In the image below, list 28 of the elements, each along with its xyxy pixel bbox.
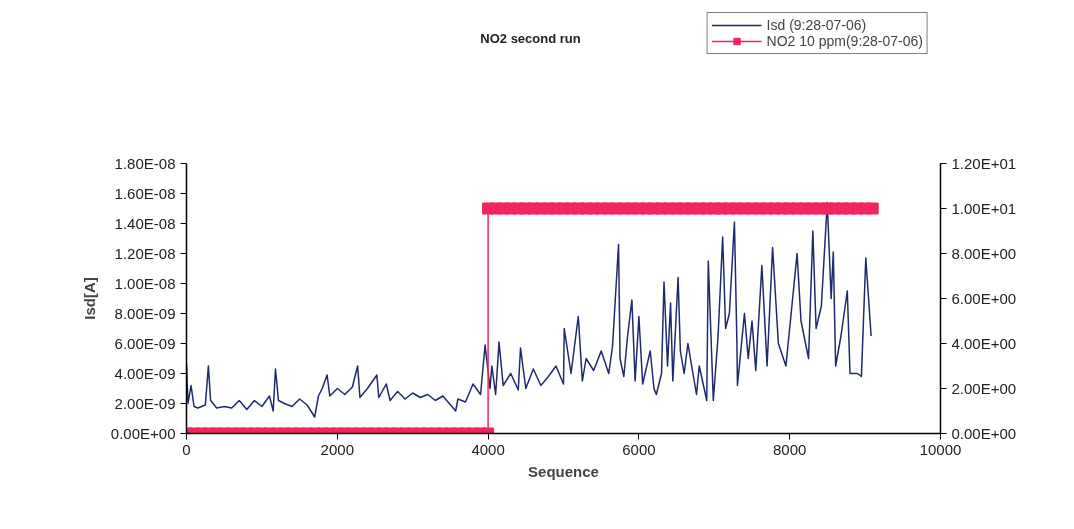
x-tick-label: 10000 bbox=[919, 440, 962, 458]
x-tick-label: 4000 bbox=[471, 440, 505, 458]
x-tick-label: 2000 bbox=[320, 440, 354, 458]
y2-tick-label: 4.00E+00 bbox=[951, 335, 1017, 352]
x-tick-label: 0 bbox=[182, 440, 191, 458]
y-tick-label: 1.40E-08 bbox=[114, 215, 176, 232]
legend-label: NO2 10 ppm(9:28-07-06) bbox=[766, 33, 923, 49]
y-tick-label: 1.60E-08 bbox=[114, 185, 176, 202]
y-tick-label: 4.00E-09 bbox=[114, 365, 176, 382]
y2-tick-label: 1.20E+01 bbox=[951, 155, 1017, 172]
x-tick-label: 6000 bbox=[622, 440, 656, 458]
y-tick-label: 8.00E-09 bbox=[114, 305, 176, 322]
y-tick-label: 1.20E-08 bbox=[114, 245, 176, 262]
y2-tick-label: 8.00E+00 bbox=[951, 245, 1017, 262]
y2-tick-label: 0.00E+00 bbox=[951, 425, 1017, 442]
legend-label: Isd (9:28-07-06) bbox=[766, 17, 867, 33]
y2-tick-label: 1.00E+01 bbox=[951, 200, 1017, 217]
y-tick-label: 0.00E+00 bbox=[110, 425, 176, 442]
x-axis-title: Sequence bbox=[528, 462, 599, 480]
chart-title: NO2 second run bbox=[480, 30, 581, 46]
y2-tick-label: 6.00E+00 bbox=[951, 290, 1017, 307]
y-tick-label: 1.00E-08 bbox=[114, 275, 176, 292]
y-tick-label: 6.00E-09 bbox=[114, 335, 176, 352]
y-tick-label: 1.80E-08 bbox=[114, 155, 176, 172]
y-tick-label: 2.00E-09 bbox=[114, 395, 176, 412]
y-axis-title: Isd[A] bbox=[80, 277, 98, 320]
x-tick-label: 8000 bbox=[773, 440, 807, 458]
y2-tick-label: 2.00E+00 bbox=[951, 380, 1017, 397]
